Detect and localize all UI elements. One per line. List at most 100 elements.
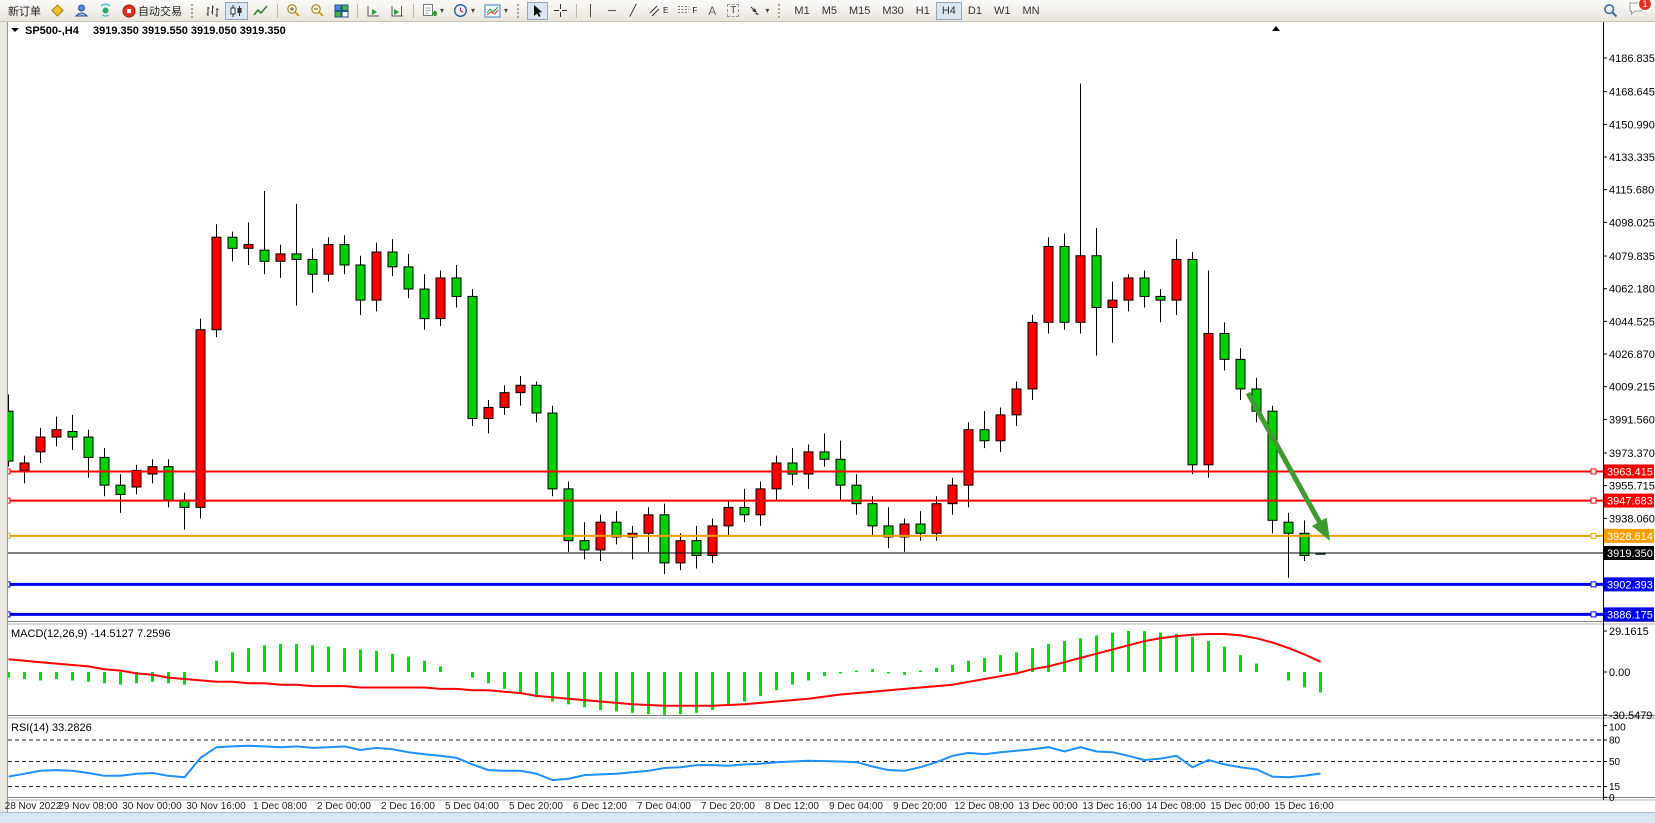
- candle-body: [643, 514, 654, 534]
- equidistant-channel-button[interactable]: E: [644, 2, 672, 20]
- timeframe-w1-button[interactable]: W1: [988, 2, 1017, 20]
- timeframe-h1-button[interactable]: H1: [910, 2, 936, 20]
- candle-body: [659, 514, 670, 564]
- toolbar-grip: [517, 3, 522, 18]
- timeframe-m1-button[interactable]: M1: [788, 2, 815, 20]
- toolbar-separator: [576, 3, 578, 18]
- zoom-out-button[interactable]: [306, 2, 329, 20]
- candle-body: [1155, 295, 1166, 301]
- trend-arrow-head[interactable]: [1311, 517, 1330, 541]
- new-chart-button[interactable]: ▾: [418, 2, 448, 20]
- price-line-label: 3902.393: [1607, 579, 1653, 591]
- fibonacci-button[interactable]: F: [673, 2, 701, 20]
- candle-body: [515, 384, 526, 394]
- candle-body: [147, 466, 158, 475]
- horizontal-line-button[interactable]: ─: [602, 2, 622, 20]
- cursor-button[interactable]: [527, 1, 549, 20]
- line-anchor[interactable]: [1590, 497, 1597, 504]
- line-anchor[interactable]: [1590, 532, 1597, 539]
- time-axis-label: 2 Dec 16:00: [381, 801, 435, 812]
- vertical-line-icon: │: [587, 4, 595, 17]
- chart-ohlc-values: 3919.350 3919.550 3919.050 3919.350: [93, 25, 286, 37]
- candle-body: [435, 277, 446, 320]
- candle-body: [995, 414, 1006, 442]
- market-watch-button[interactable]: [46, 2, 69, 20]
- candle-body: [51, 429, 62, 438]
- chart-shift-button[interactable]: [386, 2, 409, 20]
- timeframe-mn-button[interactable]: MN: [1016, 2, 1045, 20]
- auto-trading-button[interactable]: 自动交易: [118, 2, 186, 20]
- text-label-button[interactable]: T: [723, 2, 743, 20]
- candle-body: [947, 484, 958, 505]
- navigator-icon: [74, 3, 89, 18]
- price-axis-label: 3938.060: [1609, 513, 1655, 525]
- price-axis-label: 3973.370: [1609, 448, 1655, 460]
- candle-body: [755, 488, 766, 516]
- candle-body: [739, 506, 750, 516]
- text-label-icon: T: [727, 4, 740, 17]
- new-chart-icon: [422, 3, 437, 18]
- periods-button[interactable]: ▾: [449, 2, 479, 20]
- candle-body: [227, 236, 238, 249]
- candle-body: [339, 244, 350, 266]
- bar-chart-button[interactable]: [201, 2, 224, 20]
- vertical-line-button[interactable]: │: [581, 2, 601, 20]
- candle-body: [1043, 245, 1054, 323]
- navigator-button[interactable]: [70, 2, 93, 20]
- candle-body: [67, 431, 78, 438]
- crosshair-icon: [553, 3, 568, 18]
- plot-area[interactable]: [4, 83, 1603, 788]
- candle-body: [707, 525, 718, 556]
- line-anchor[interactable]: [1590, 581, 1597, 588]
- fibo-letter: F: [692, 6, 698, 15]
- line-anchor[interactable]: [1590, 611, 1597, 618]
- search-button[interactable]: [1599, 2, 1622, 20]
- line-chart-button[interactable]: [249, 2, 273, 20]
- shapes-button[interactable]: ▾: [744, 2, 773, 20]
- templates-button[interactable]: ▾: [480, 2, 512, 20]
- status-bar: [0, 812, 1655, 823]
- rsi-line: [8, 744, 1321, 782]
- candle-body: [467, 295, 478, 420]
- price-line-label: 3928.614: [1607, 531, 1653, 543]
- collapse-arrow-icon[interactable]: [1272, 26, 1280, 31]
- symbol-dropdown-icon[interactable]: [11, 28, 19, 32]
- candle-body: [1091, 255, 1102, 309]
- timeframe-m5-button[interactable]: M5: [816, 2, 843, 20]
- signals-button[interactable]: [94, 2, 117, 20]
- crosshair-button[interactable]: [549, 2, 572, 20]
- trend-arrow-annotation[interactable]: [1245, 391, 1325, 529]
- toolbar-separator: [277, 3, 278, 18]
- timeframe-m30-button[interactable]: M30: [876, 2, 909, 20]
- price-line-label: 3919.350: [1607, 548, 1653, 560]
- candlestick-chart-button[interactable]: [225, 1, 248, 20]
- rsi-axis-label: 80: [1609, 735, 1621, 746]
- candle-body: [355, 264, 366, 301]
- price-line-label-box: [1604, 546, 1654, 560]
- new-order-button[interactable]: 新订单: [4, 2, 45, 20]
- price-line-label-box: [1604, 464, 1654, 479]
- time-axis-label: 28 Nov 2022: [5, 801, 62, 812]
- timeframe-h4-button[interactable]: H4: [935, 1, 962, 20]
- line-anchor[interactable]: [1590, 468, 1597, 475]
- timeframe-d1-button[interactable]: D1: [962, 2, 988, 20]
- time-axis-label: 13 Dec 16:00: [1082, 801, 1142, 812]
- rsi-axis-label: 100: [1609, 723, 1626, 734]
- price-line-label-box: [1604, 577, 1654, 592]
- new-chart-caret-icon: ▾: [440, 6, 445, 15]
- price-axis-label: 4044.525: [1609, 316, 1655, 328]
- text-button[interactable]: A: [702, 2, 722, 20]
- chart-window-background: [7, 21, 1655, 812]
- trendline-button[interactable]: ╱: [623, 2, 643, 20]
- timeframe-m15-button[interactable]: M15: [843, 2, 876, 20]
- price-line-label: 3947.683: [1607, 496, 1653, 508]
- chat-button[interactable]: 1: [1628, 0, 1652, 21]
- candle-body: [35, 436, 46, 453]
- tile-windows-button[interactable]: [330, 2, 353, 20]
- time-axis-label: 5 Dec 04:00: [445, 801, 499, 812]
- zoom-in-button[interactable]: [282, 2, 305, 20]
- auto-scroll-button[interactable]: [362, 2, 385, 20]
- auto-scroll-icon: [366, 4, 381, 18]
- time-axis-label: 5 Dec 20:00: [509, 801, 563, 812]
